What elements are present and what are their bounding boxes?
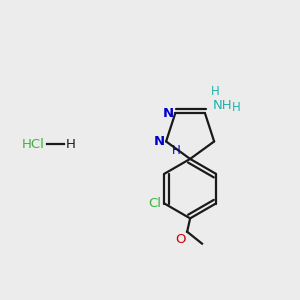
Text: O: O	[175, 233, 186, 246]
Text: NH: NH	[212, 99, 232, 112]
Text: Cl: Cl	[148, 197, 161, 210]
Text: HCl: HCl	[22, 138, 45, 151]
Text: N: N	[163, 107, 174, 120]
Text: H: H	[211, 85, 220, 98]
Text: H: H	[232, 101, 241, 114]
Text: H: H	[171, 144, 180, 157]
Text: H: H	[65, 138, 75, 151]
Text: N: N	[154, 135, 165, 148]
